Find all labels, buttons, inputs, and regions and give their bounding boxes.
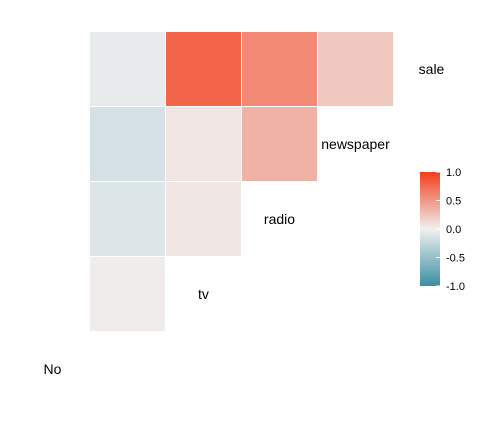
variable-label-tv: tv [198,286,209,302]
heatmap-cell-tv-No [90,257,165,331]
legend-tick-label: 0.0 [446,224,461,236]
heatmap-cells [90,32,393,331]
heatmap-cell-sale-radio [242,32,317,106]
heatmap-cell-newspaper-tv [166,107,241,181]
heatmap-cell-radio-No [90,182,165,256]
heatmap-cell-radio-tv [166,182,241,256]
variable-label-newspaper: newspaper [321,136,390,152]
heatmap-cell-sale-newspaper [318,32,393,106]
variable-label-No: No [44,361,62,377]
heatmap-cell-sale-No [90,32,165,106]
legend-tick-label: -0.5 [446,253,465,265]
heatmap-cell-newspaper-radio [242,107,317,181]
legend-ticks: 1.0 0.5 0.0 -0.5 -1.0 [436,167,465,293]
legend-tick-label: 0.5 [446,196,461,208]
legend-color-bar [420,172,440,286]
variable-label-radio: radio [264,211,295,227]
heatmap-cell-sale-tv [166,32,241,106]
legend-tick-label: 1.0 [446,167,461,179]
variable-label-sale: sale [419,61,445,77]
variable-labels: No tv radio newspaper sale [44,61,445,377]
color-legend: 1.0 0.5 0.0 -0.5 -1.0 [420,167,465,293]
heatmap-cell-newspaper-No [90,107,165,181]
legend-tick-label: -1.0 [446,281,465,293]
